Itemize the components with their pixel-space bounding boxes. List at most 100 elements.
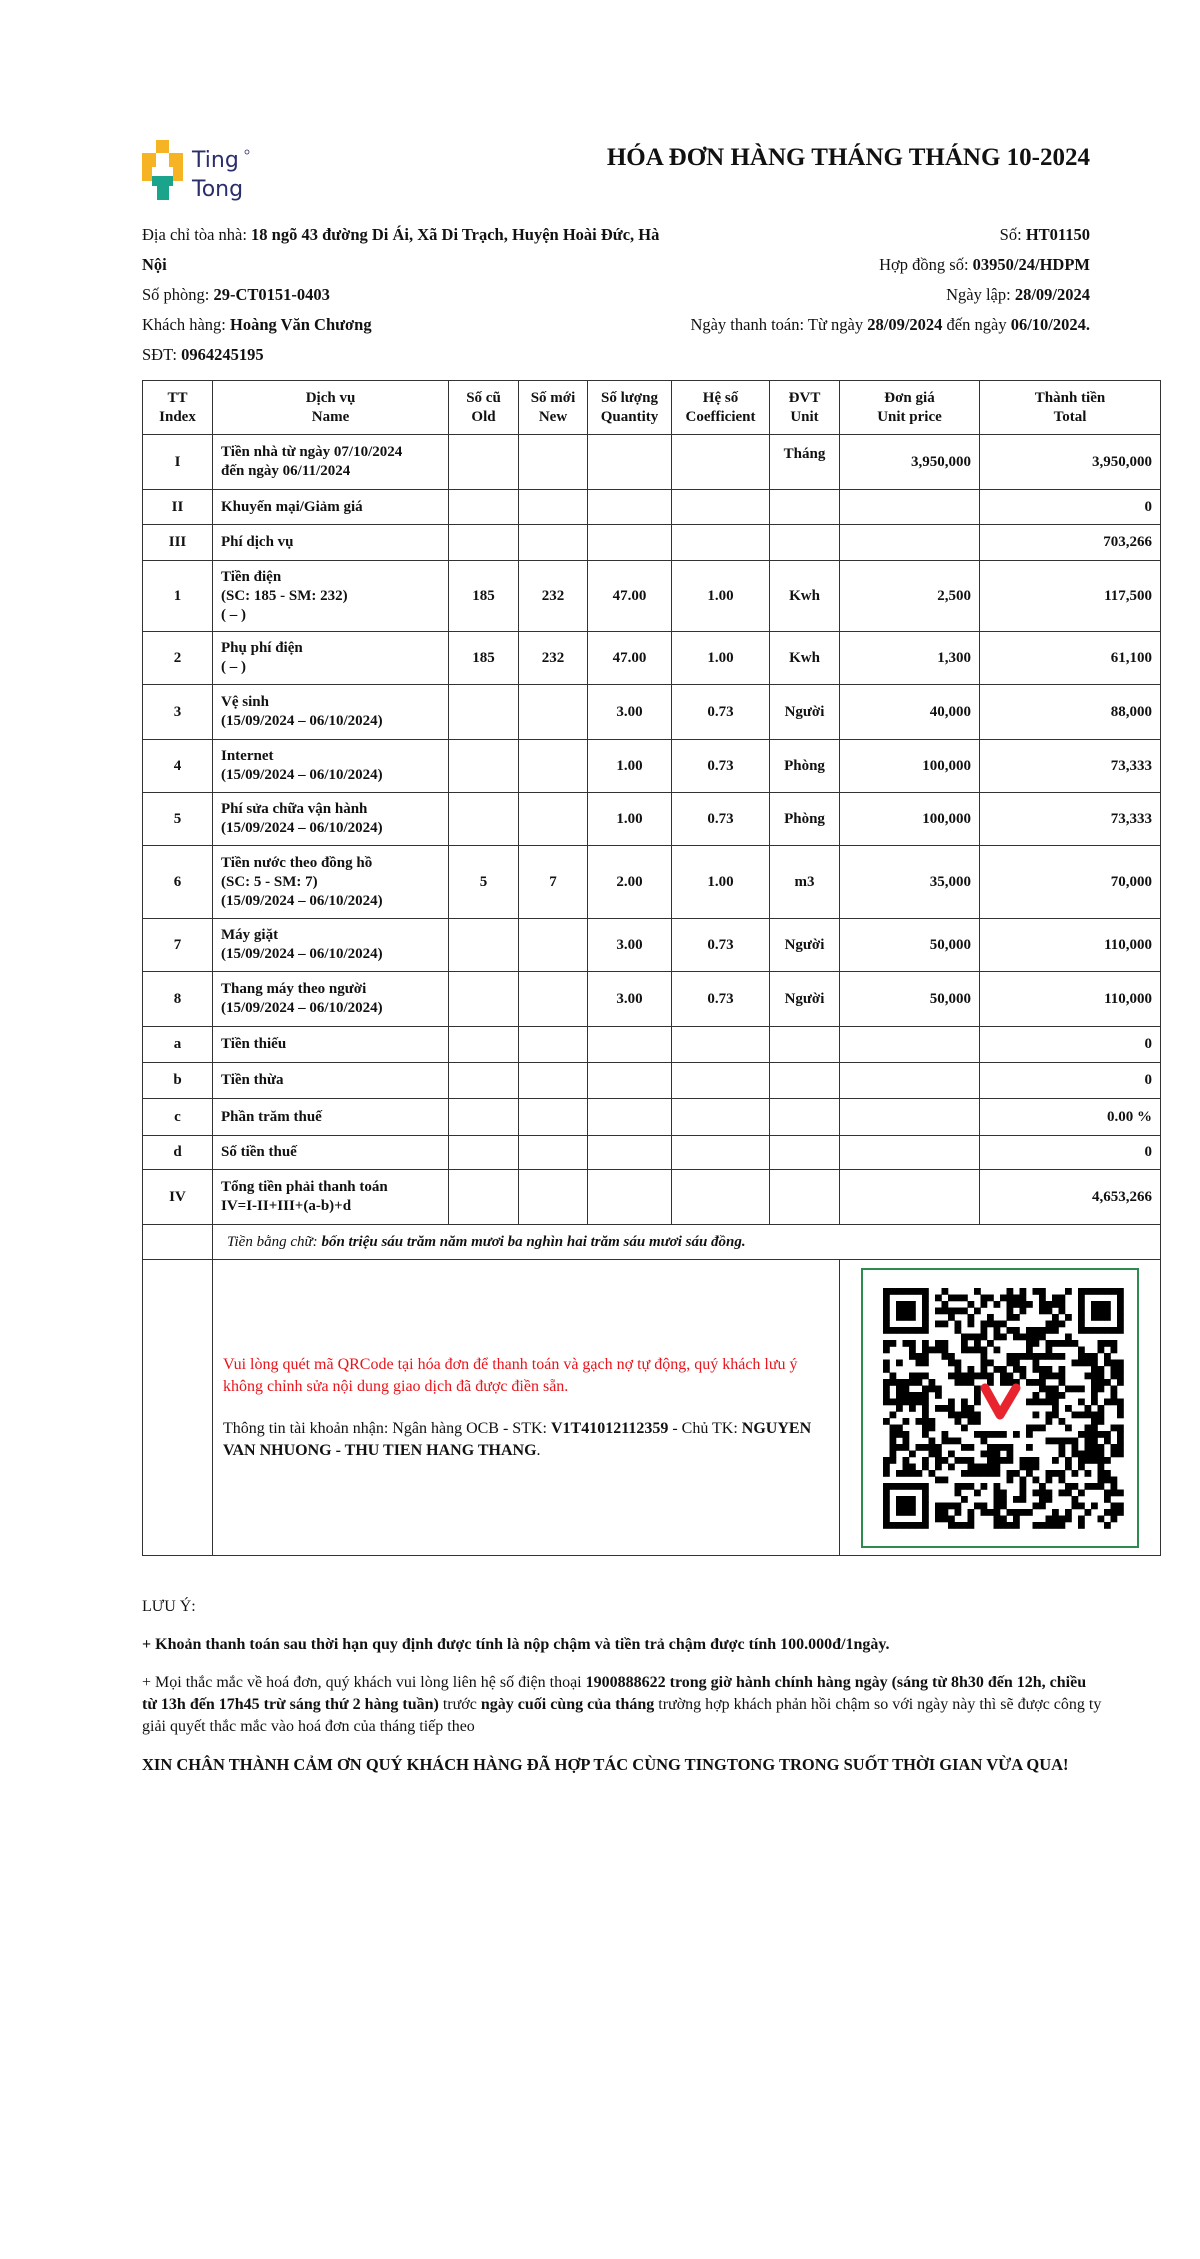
unit: Tháng bbox=[769, 434, 840, 490]
payment-qr-code bbox=[861, 1267, 1139, 1548]
table-row: d Số tiền thuế 0 bbox=[142, 1135, 1161, 1170]
unit: Người bbox=[769, 918, 840, 972]
row-index: III bbox=[142, 524, 213, 561]
row-index: 5 bbox=[142, 792, 213, 846]
notes-section: LƯU Ý: + Khoản thanh toán sau thời hạn q… bbox=[142, 1596, 1102, 1792]
customer-info: Địa chỉ tòa nhà: 18 ngõ 43 đường Di Ái, … bbox=[142, 220, 662, 370]
issue-date: Ngày lập: 28/09/2024 bbox=[946, 285, 1090, 304]
customer-name: Khách hàng: Hoàng Văn Chương bbox=[142, 315, 372, 334]
service-name: Internet (15/09/2024 – 06/10/2024) bbox=[212, 739, 449, 793]
quantity: 2.00 bbox=[587, 845, 672, 919]
unit: Kwh bbox=[769, 631, 840, 685]
line-total: 110,000 bbox=[979, 918, 1161, 972]
quantity: 1.00 bbox=[587, 739, 672, 793]
line-total: 73,333 bbox=[979, 792, 1161, 846]
quantity: 1.00 bbox=[587, 792, 672, 846]
customer-phone: SĐT: 0964245195 bbox=[142, 345, 264, 364]
quantity bbox=[587, 524, 672, 561]
old-reading bbox=[448, 1062, 519, 1099]
new-reading: 7 bbox=[518, 845, 588, 919]
payment-period: Ngày thanh toán: Từ ngày 28/09/2024 đến … bbox=[690, 315, 1090, 334]
unit bbox=[769, 1026, 840, 1063]
line-total: 73,333 bbox=[979, 739, 1161, 793]
service-name: Thang máy theo người (15/09/2024 – 06/10/… bbox=[212, 971, 449, 1027]
row-index: 6 bbox=[142, 845, 213, 919]
unit-price: 35,000 bbox=[839, 845, 980, 919]
unit-price: 100,000 bbox=[839, 739, 980, 793]
service-name: Phí dịch vụ bbox=[212, 524, 449, 561]
table-row: 2 Phụ phí điện( – ) 185 232 47.00 1.00 Kwh 1,30… bbox=[142, 631, 1161, 685]
notes-heading: LƯU Ý: bbox=[142, 1598, 196, 1615]
row-index: 1 bbox=[142, 560, 213, 632]
table-row: c Phần trăm thuế 0.00 % bbox=[142, 1098, 1161, 1136]
line-total: 0 bbox=[979, 1135, 1161, 1170]
quantity: 3.00 bbox=[587, 684, 672, 740]
service-name: Tiền thừa bbox=[212, 1062, 449, 1099]
column-header: Số cũ Old bbox=[448, 380, 519, 435]
old-reading bbox=[448, 918, 519, 972]
unit-price: 50,000 bbox=[839, 971, 980, 1027]
late-payment-note: + Khoản thanh toán sau thời hạn quy định… bbox=[142, 1636, 890, 1653]
row-index: 2 bbox=[142, 631, 213, 685]
row-index: 8 bbox=[142, 971, 213, 1027]
quantity bbox=[587, 1062, 672, 1099]
line-total: 0 bbox=[979, 489, 1161, 525]
coefficient bbox=[671, 1098, 770, 1136]
row-index: IV bbox=[142, 1169, 213, 1225]
qr-notice: Vui lòng quét mã QRCode tại hóa đơn để t… bbox=[223, 1355, 798, 1395]
service-name: Số tiền thuế bbox=[212, 1135, 449, 1170]
row-index: a bbox=[142, 1026, 213, 1063]
old-reading: 185 bbox=[448, 631, 519, 685]
line-total: 117,500 bbox=[979, 560, 1161, 632]
column-header: Dịch vụ Name bbox=[212, 380, 449, 435]
unit: Người bbox=[769, 971, 840, 1027]
invoice-title: HÓA ĐƠN HÀNG THÁNG THÁNG 10-2024 bbox=[606, 144, 1090, 171]
column-header: Thành tiền Total bbox=[979, 380, 1161, 435]
thank-you-message: XIN CHÂN THÀNH CẢM ƠN QUÝ KHÁCH HÀNG ĐÃ … bbox=[142, 1755, 1069, 1774]
column-header: Đơn giá Unit price bbox=[839, 380, 980, 435]
old-reading bbox=[448, 434, 519, 490]
coefficient bbox=[671, 1026, 770, 1063]
new-reading bbox=[518, 1135, 588, 1170]
unit-price bbox=[839, 1026, 980, 1063]
service-name: Tiền điện (SC: 185 - SM: 232)( – ) bbox=[212, 560, 449, 632]
new-reading bbox=[518, 524, 588, 561]
table-row: a Tiền thiếu 0 bbox=[142, 1026, 1161, 1063]
new-reading bbox=[518, 739, 588, 793]
service-name: Tổng tiền phải thanh toán IV=I-II+III+(a-… bbox=[212, 1169, 449, 1225]
svg-text:Tong: Tong bbox=[191, 177, 243, 202]
new-reading bbox=[518, 434, 588, 490]
new-reading bbox=[518, 1062, 588, 1099]
coefficient bbox=[671, 524, 770, 561]
unit: Phòng bbox=[769, 739, 840, 793]
column-header: Hệ số Coefficient bbox=[671, 380, 770, 435]
coefficient: 0.73 bbox=[671, 684, 770, 740]
column-header: TT Index bbox=[142, 380, 213, 435]
table-row: IV Tổng tiền phải thanh toán IV=I-II+III+(… bbox=[142, 1169, 1161, 1225]
unit-price: 50,000 bbox=[839, 918, 980, 972]
line-total: 3,950,000 bbox=[979, 434, 1161, 490]
new-reading bbox=[518, 918, 588, 972]
line-total: 110,000 bbox=[979, 971, 1161, 1027]
table-row: 6 Tiền nước theo đồng hồ (SC: 5 - SM: 7) (1… bbox=[142, 845, 1161, 919]
line-total: 0 bbox=[979, 1062, 1161, 1099]
column-header: ĐVT Unit bbox=[769, 380, 840, 435]
table-row: b Tiền thừa 0 bbox=[142, 1062, 1161, 1099]
coefficient: 0.73 bbox=[671, 918, 770, 972]
unit bbox=[769, 1062, 840, 1099]
new-reading: 232 bbox=[518, 560, 588, 632]
new-reading bbox=[518, 684, 588, 740]
service-name: Phụ phí điện( – ) bbox=[212, 631, 449, 685]
coefficient bbox=[671, 1062, 770, 1099]
service-name: Tiền nước theo đồng hồ (SC: 5 - SM: 7) (15… bbox=[212, 845, 449, 919]
new-reading bbox=[518, 792, 588, 846]
new-reading bbox=[518, 1098, 588, 1136]
old-reading bbox=[448, 1169, 519, 1225]
coefficient: 1.00 bbox=[671, 631, 770, 685]
line-total: 61,100 bbox=[979, 631, 1161, 685]
coefficient bbox=[671, 489, 770, 525]
row-index: I bbox=[142, 434, 213, 490]
old-reading bbox=[448, 739, 519, 793]
unit bbox=[769, 489, 840, 525]
coefficient: 1.00 bbox=[671, 845, 770, 919]
